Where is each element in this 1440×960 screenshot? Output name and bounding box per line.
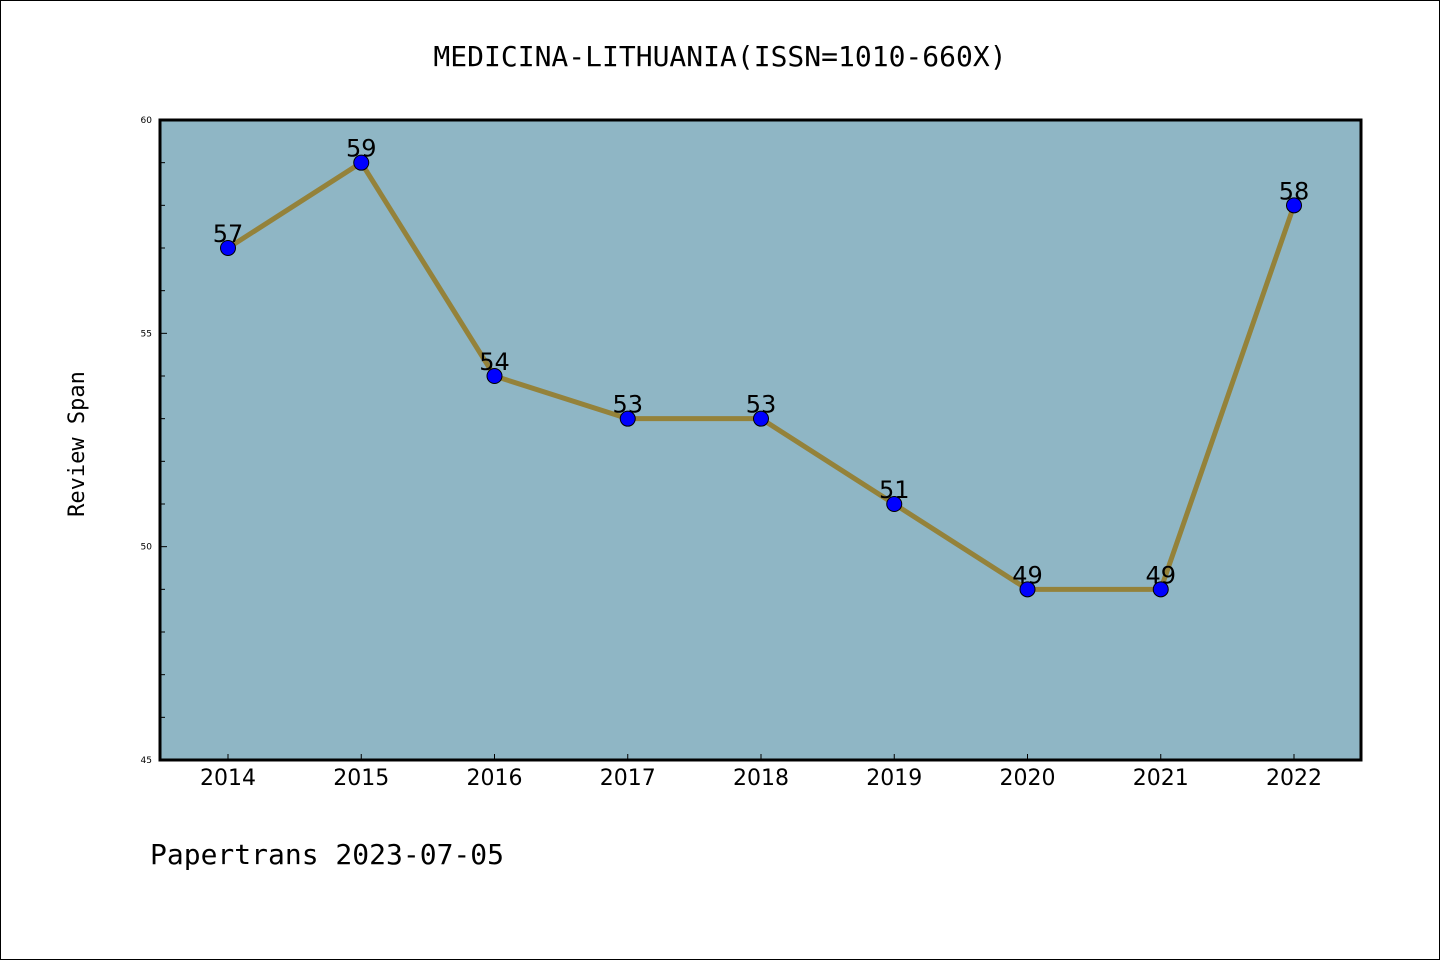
x-tick-label: 2021	[1133, 766, 1189, 791]
data-label: 54	[479, 348, 510, 376]
y-axis: 45 50 55 60	[141, 116, 167, 766]
data-point	[486, 368, 503, 384]
data-point	[619, 410, 636, 427]
plot-area	[158, 118, 1363, 762]
data-label: 53	[612, 391, 643, 419]
data-point	[753, 410, 769, 427]
x-tick-label: 2015	[333, 766, 389, 791]
data-label: 57	[213, 220, 244, 248]
x-tick-label: 2016	[467, 766, 523, 791]
series-line-group	[220, 154, 1302, 598]
y-axis-label: Review Span	[65, 371, 90, 517]
chart-title: MEDICINA-LITHUANIA(ISSN=1010-660X)	[433, 40, 1006, 73]
y-tick-label: 45	[141, 756, 152, 766]
y-tick-label: 50	[141, 543, 153, 553]
x-axis: 2014 2015 2016 2017 2018 2019 2020 2021 2022	[200, 754, 1322, 791]
x-tick-label: 2019	[866, 766, 922, 791]
y-tick-label: 60	[141, 116, 153, 126]
data-point	[353, 154, 370, 171]
x-tick-label: 2020	[1000, 766, 1056, 791]
data-label: 51	[879, 476, 910, 504]
footer-text: Papertrans 2023-07-05	[150, 838, 504, 871]
data-point	[220, 240, 236, 256]
data-label: 59	[346, 135, 377, 163]
y-tick-label: 55	[141, 329, 152, 339]
data-point	[1152, 581, 1169, 598]
x-tick-label: 2017	[600, 766, 656, 791]
x-tick-label: 2018	[733, 766, 789, 791]
data-label: 58	[1279, 177, 1310, 205]
data-label-group: 57 59 54 53 53 51 49 49 58	[213, 135, 1310, 590]
data-label: 49	[1012, 561, 1043, 589]
data-point	[886, 496, 903, 512]
data-label: 49	[1145, 561, 1176, 589]
data-point	[1019, 581, 1036, 598]
x-tick-label: 2014	[200, 766, 256, 791]
x-tick-label: 2022	[1266, 766, 1322, 791]
data-point	[1286, 197, 1302, 214]
data-label: 53	[746, 391, 777, 419]
